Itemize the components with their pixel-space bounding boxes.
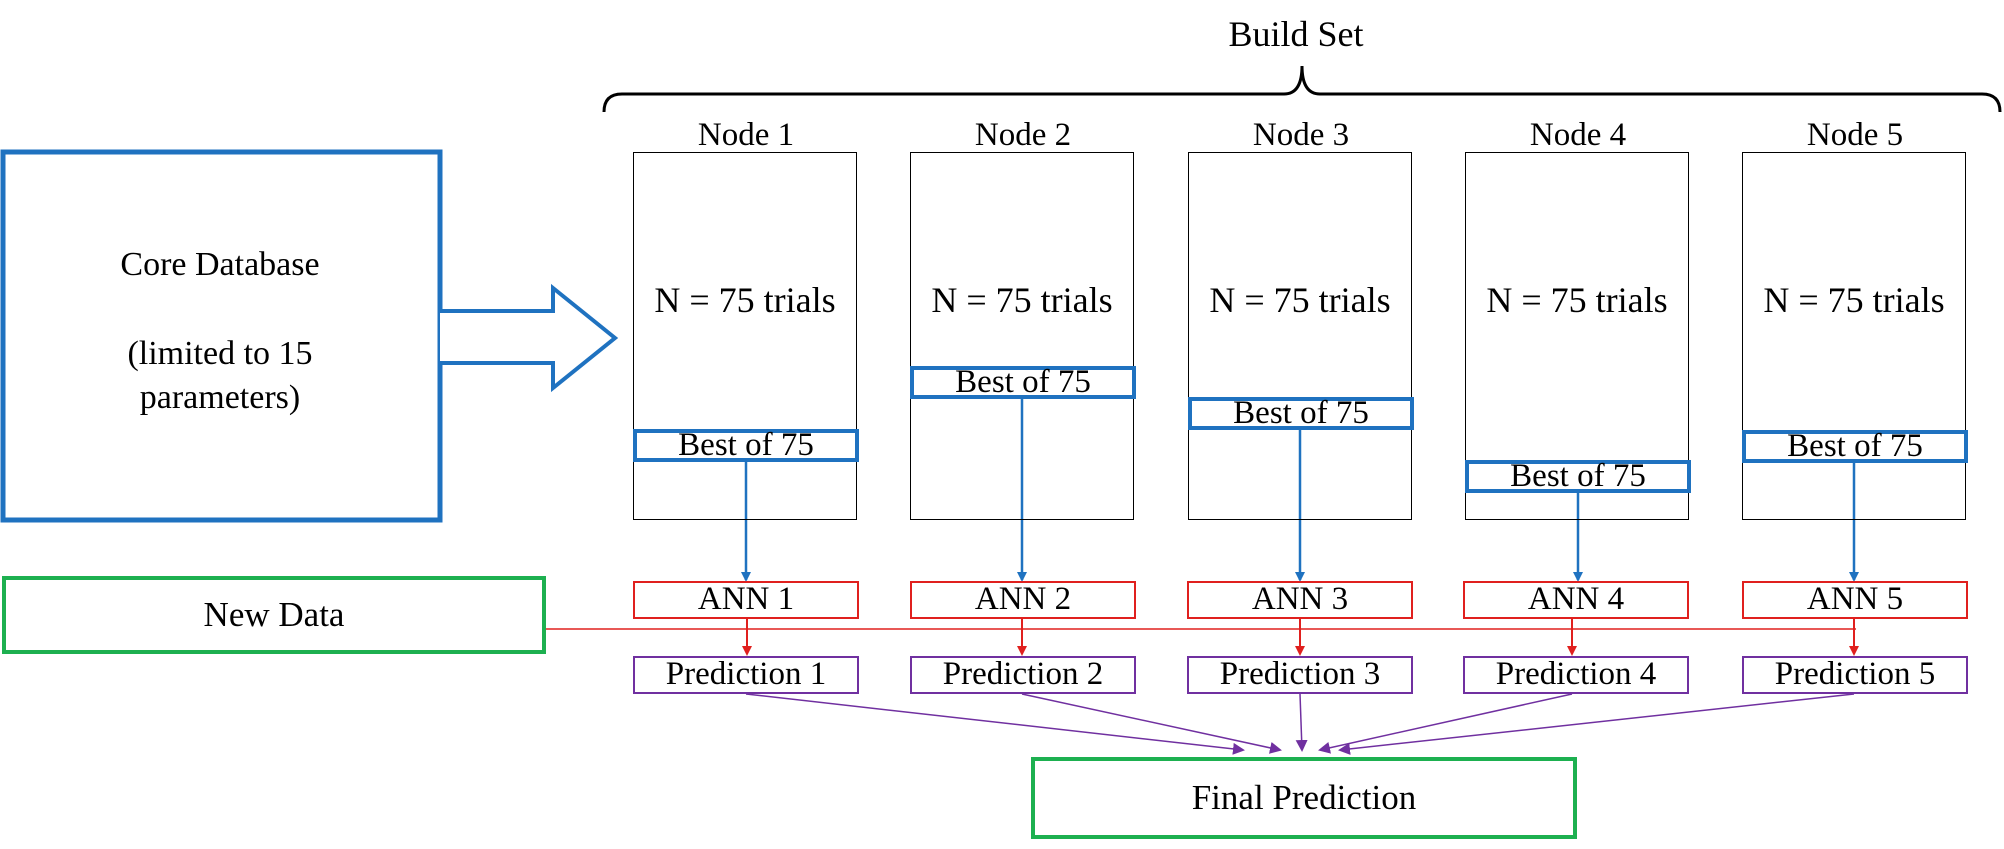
prediction-4-box: Prediction 4: [1463, 656, 1689, 694]
node-3-trials: N = 75 trials: [1209, 280, 1391, 320]
node-3-best: Best of 75: [1188, 397, 1414, 430]
node-3-title: Node 3: [1252, 117, 1350, 153]
node-4-title: Node 4: [1529, 117, 1627, 153]
prediction1-to-final-arrow: [745, 693, 1245, 755]
node-1-best: Best of 75: [633, 429, 859, 462]
node-1-title: Node 1: [697, 117, 795, 153]
node-1-box: [633, 152, 857, 520]
prediction-1-box: Prediction 1: [633, 656, 859, 694]
prediction-3-box: Prediction 3: [1187, 656, 1413, 694]
node-1-trials: N = 75 trials: [654, 280, 836, 320]
node-5-title: Node 5: [1806, 117, 1904, 153]
node-4-best: Best of 75: [1465, 460, 1691, 493]
node-3-box: [1188, 152, 1412, 520]
node-5-box: [1742, 152, 1966, 520]
node-4-trials: N = 75 trials: [1486, 280, 1668, 320]
build-set-label: Build Set: [1228, 14, 1364, 54]
node-2-box: [910, 152, 1134, 520]
core-to-nodes-arrow: [440, 283, 619, 393]
ann-1-box: ANN 1: [633, 581, 859, 619]
node-2-title: Node 2: [974, 117, 1072, 153]
core-database-title: Core Database: [120, 246, 320, 283]
node-2-trials: N = 75 trials: [931, 280, 1113, 320]
prediction4-to-final-arrow: [1318, 693, 1573, 754]
node-5-trials: N = 75 trials: [1763, 280, 1945, 320]
new-data-box: New Data: [2, 576, 546, 654]
ann-3-box: ANN 3: [1187, 581, 1413, 619]
prediction5-to-final-arrow: [1338, 693, 1855, 755]
node-4-box: [1465, 152, 1689, 520]
prediction3-to-final-arrow: [1295, 693, 1308, 752]
build-set-brace: [602, 65, 2002, 113]
ann-5-box: ANN 5: [1742, 581, 1968, 619]
node-2-best: Best of 75: [910, 366, 1136, 399]
prediction2-to-final-arrow: [1021, 693, 1282, 754]
core-database-subtitle: (limited to 15 parameters): [127, 335, 313, 417]
prediction-5-box: Prediction 5: [1742, 656, 1968, 694]
ann-2-box: ANN 2: [910, 581, 1136, 619]
node-5-best: Best of 75: [1742, 430, 1968, 463]
ann-4-box: ANN 4: [1463, 581, 1689, 619]
prediction-2-box: Prediction 2: [910, 656, 1136, 694]
final-prediction-box: Final Prediction: [1031, 757, 1577, 839]
